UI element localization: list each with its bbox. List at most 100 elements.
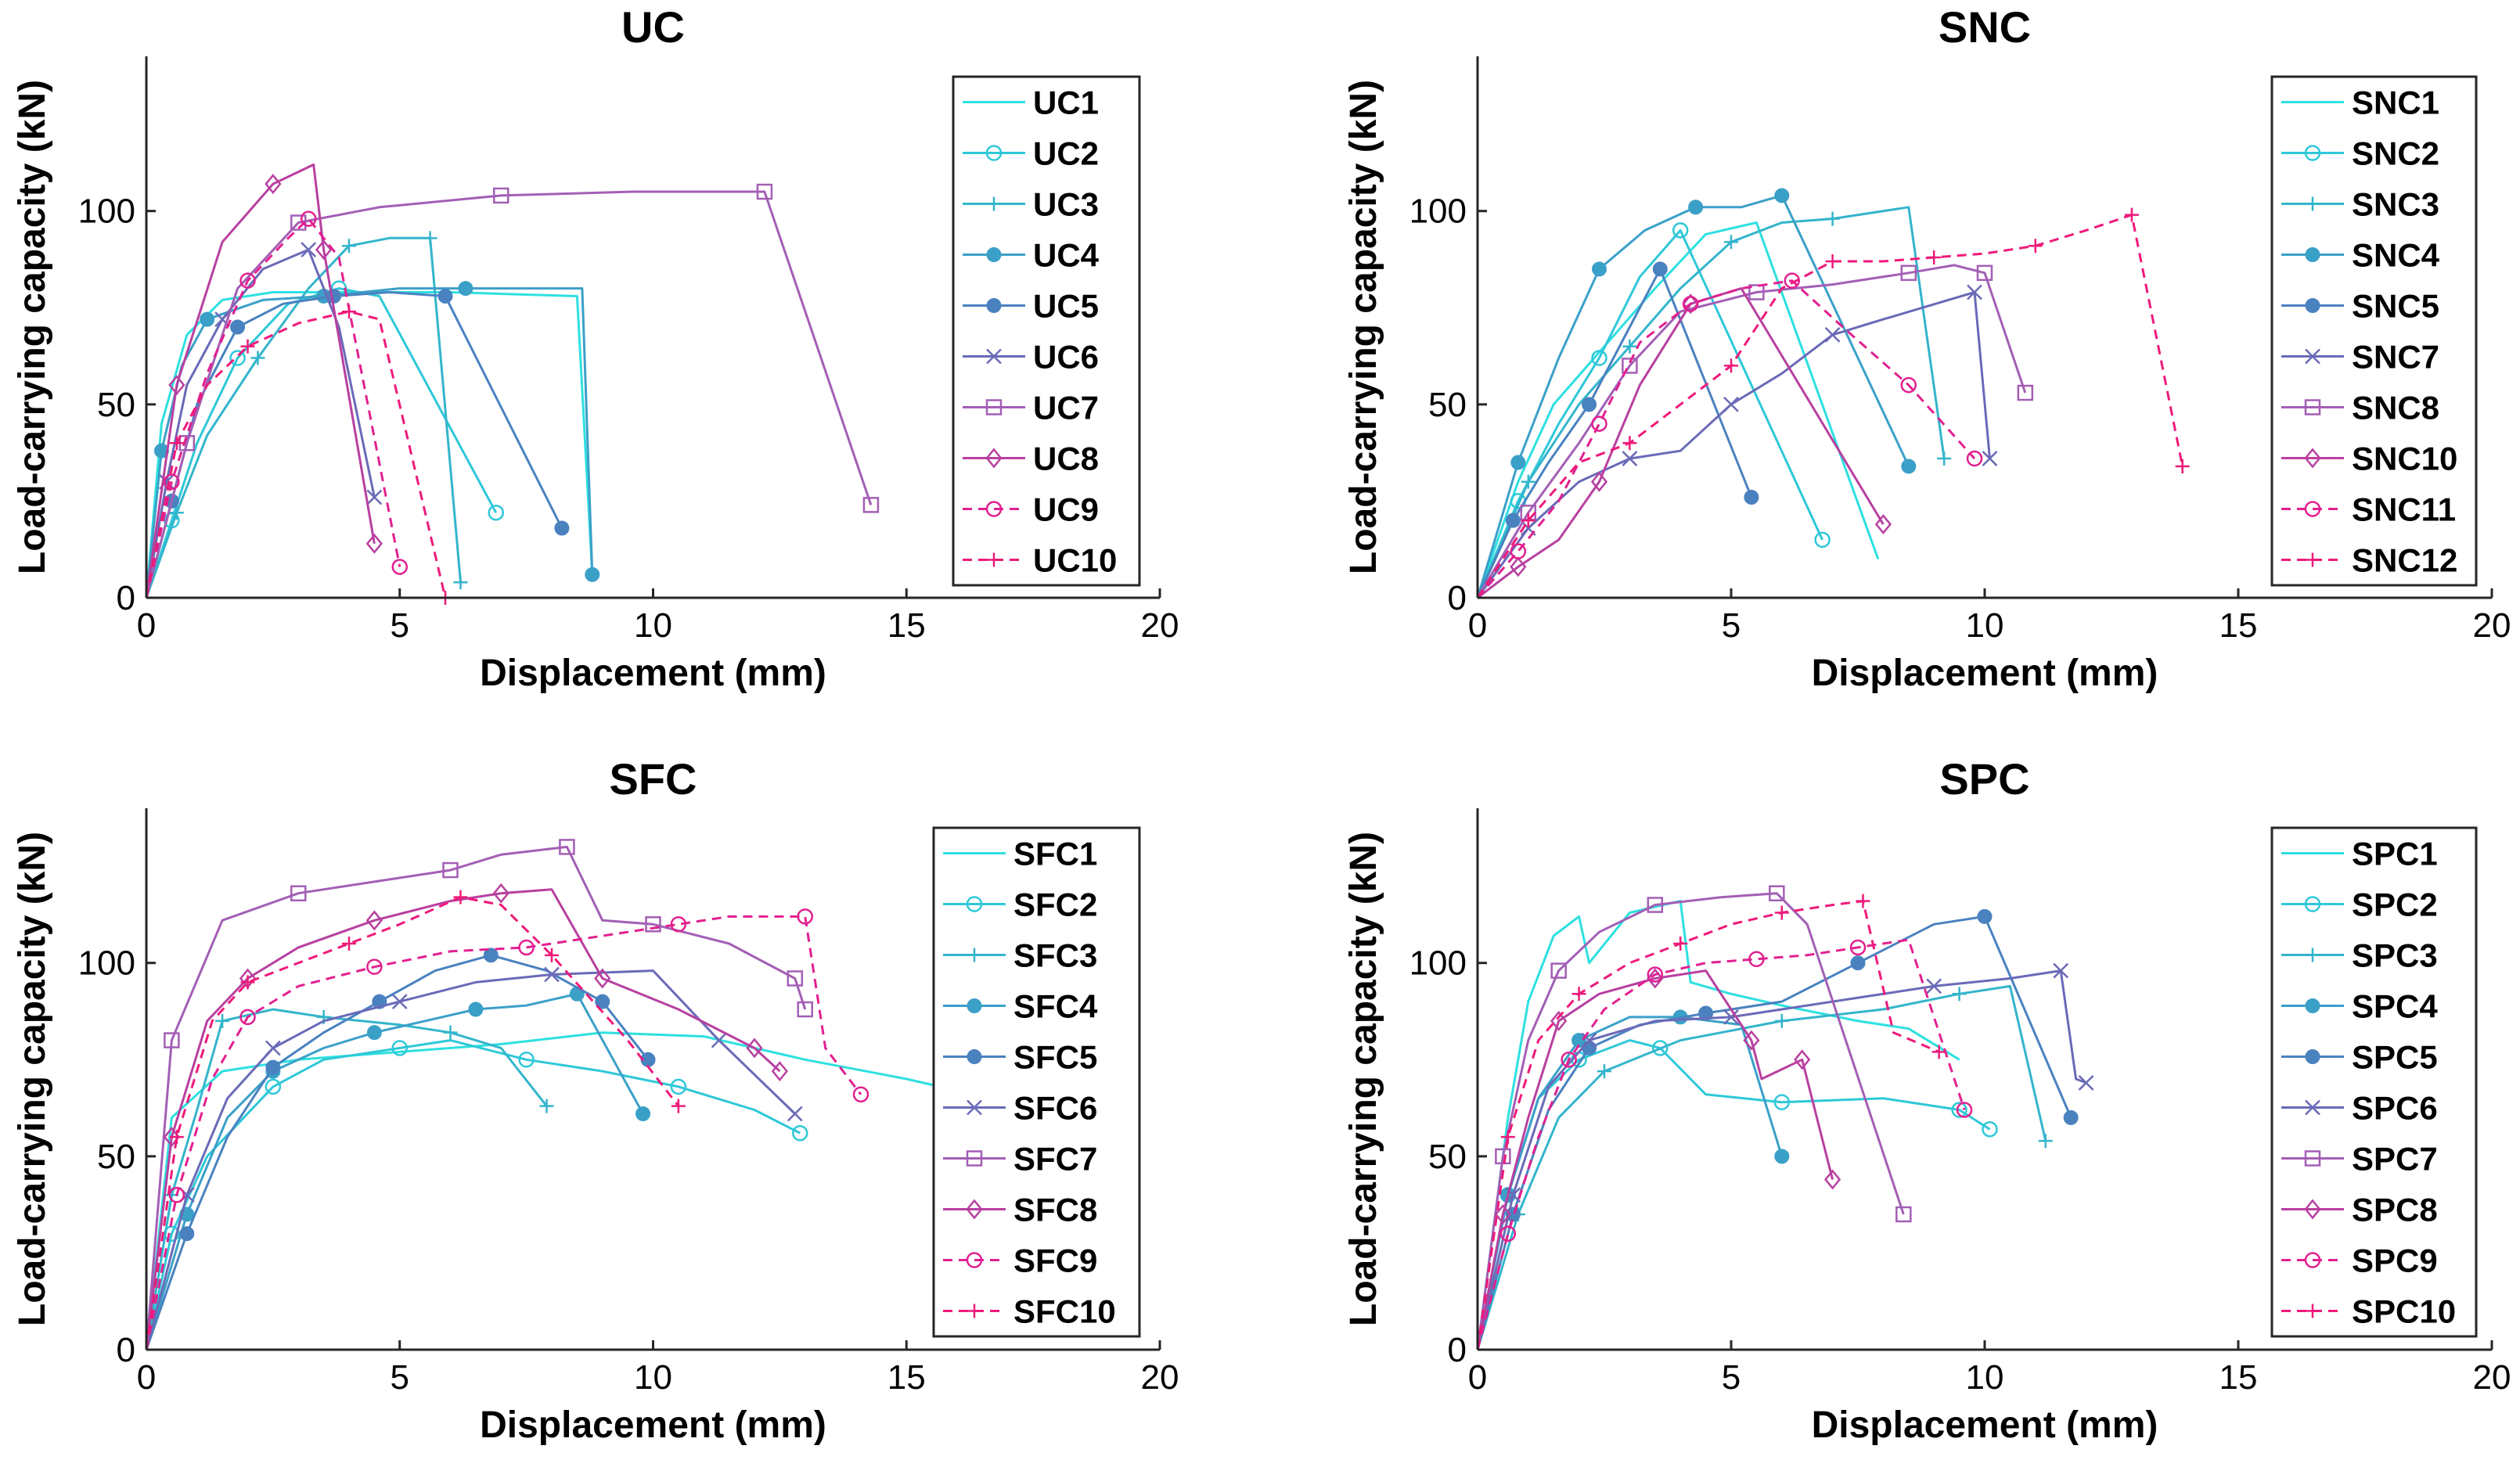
- y-axis-label: Load-carrying capacity (kN): [1343, 80, 1384, 574]
- legend-item: SPC2: [2281, 886, 2438, 923]
- series-marker: [554, 520, 570, 536]
- series-marker: [544, 966, 560, 983]
- legend: SNC1 SNC2 SNC3 SNC4 SNC5 SNC7 SNC8 SNC10 SNC11 SN…: [2270, 75, 2478, 587]
- series-sfc1: [145, 1031, 958, 1350]
- series-marker: [645, 916, 661, 933]
- series-marker: [1773, 1094, 1791, 1110]
- series-marker: [797, 908, 813, 925]
- series-marker: [1682, 293, 1699, 315]
- series-sfc8: [145, 883, 788, 1350]
- series-line: [145, 992, 644, 1350]
- chart-sfc: SFC 0 5 10 15 20 0 50 100 Displacement (mm) Load-c…: [12, 754, 1179, 1446]
- legend-label: SNC4: [2352, 237, 2440, 274]
- series-marker: [787, 970, 804, 987]
- series-marker: [1774, 1013, 1789, 1028]
- series-marker: [442, 861, 459, 879]
- series-marker: [559, 839, 575, 855]
- legend-label: UC4: [1033, 237, 1100, 274]
- legend-label: SPC4: [2352, 988, 2438, 1025]
- series-marker: [1951, 1102, 1967, 1118]
- series-marker: [585, 566, 600, 582]
- series-marker: [366, 489, 383, 505]
- series-marker: [1672, 222, 1689, 239]
- legend-label: SPC7: [2352, 1141, 2438, 1178]
- series-line: [145, 163, 376, 599]
- legend-label: UC7: [1033, 390, 1099, 426]
- series-line: [145, 291, 594, 599]
- series-marker: [493, 187, 509, 204]
- legend-item: UC8: [963, 441, 1099, 477]
- series-snc10: [1477, 287, 1892, 599]
- y-tick-label: 0: [117, 579, 135, 617]
- x-axis-label: Displacement (mm): [480, 653, 826, 694]
- series-uc9: [145, 210, 408, 599]
- series-marker: [153, 443, 169, 459]
- series-line: [1476, 221, 1880, 599]
- legend-label: SPC6: [2352, 1090, 2438, 1127]
- series-marker: [1688, 200, 1704, 215]
- legend-marker: [2304, 896, 2321, 912]
- legend-label: SFC9: [1013, 1242, 1097, 1279]
- series-line: [145, 915, 862, 1350]
- series-marker: [1622, 339, 1637, 354]
- series-marker: [1571, 1033, 1587, 1048]
- series-line: [1476, 969, 1834, 1350]
- legend-label: SPC10: [2352, 1293, 2456, 1330]
- legend: SFC1 SFC2 SFC3 SFC4 SFC5 SFC6 SFC7 SFC8 SFC9 SFC1…: [932, 826, 1141, 1338]
- legend-item: SPC8: [2281, 1192, 2438, 1228]
- series-marker: [179, 1226, 195, 1242]
- series-line: [145, 218, 401, 599]
- legend-box: [2270, 826, 2478, 1338]
- legend-marker: [966, 1199, 983, 1220]
- series-marker: [1900, 376, 1917, 394]
- series-marker: [1647, 968, 1664, 989]
- series-marker: [1622, 436, 1637, 451]
- series-marker: [670, 916, 687, 933]
- series-marker: [2078, 1075, 2094, 1091]
- series-marker: [1510, 556, 1527, 577]
- legend-item: SPC3: [2281, 937, 2438, 974]
- series-marker: [1652, 261, 1668, 277]
- legend-item: SNC3: [2281, 186, 2439, 223]
- legend-item: UC1: [963, 85, 1099, 121]
- legend-marker: [967, 948, 981, 962]
- legend-marker: [2306, 196, 2320, 211]
- legend-marker: [2305, 1099, 2320, 1116]
- series-snc12: [1476, 207, 2190, 599]
- series-line: [1476, 892, 1905, 1350]
- series-marker: [756, 183, 773, 200]
- series-marker: [1825, 254, 1840, 268]
- x-tick-label: 15: [2219, 606, 2258, 645]
- series-marker: [2063, 1109, 2079, 1125]
- series-marker: [1895, 1206, 1912, 1223]
- legend-label: SNC5: [2352, 288, 2439, 325]
- series-snc1: [1476, 221, 1880, 599]
- series-snc7: [1476, 284, 1998, 599]
- series-uc1: [145, 291, 594, 599]
- legend-label: SNC7: [2352, 339, 2439, 376]
- x-tick-label: 15: [2219, 1358, 2258, 1397]
- legend-label: SPC8: [2352, 1192, 2438, 1228]
- series-marker: [1931, 1045, 1946, 1059]
- series-marker: [1500, 1130, 1515, 1145]
- x-tick-label: 10: [1966, 606, 2004, 645]
- series-marker: [1590, 471, 1608, 492]
- legend-item: SFC5: [943, 1039, 1097, 1076]
- legend-marker: [985, 448, 1003, 469]
- y-axis-label: Load-carrying capacity (kN): [1343, 832, 1384, 1326]
- x-tick-label: 5: [391, 1358, 409, 1397]
- legend-marker: [985, 399, 1003, 415]
- series-line: [1476, 268, 1753, 599]
- legend-label: SPC3: [2352, 937, 2438, 974]
- legend-label: UC10: [1033, 542, 1117, 579]
- series-marker: [453, 575, 468, 590]
- series-marker: [169, 436, 184, 451]
- series-marker: [492, 883, 509, 904]
- series-line: [145, 845, 807, 1350]
- series-marker: [265, 1078, 282, 1095]
- series-marker: [239, 1009, 256, 1026]
- x-tick-label: 0: [137, 1358, 156, 1397]
- x-tick-label: 5: [391, 606, 409, 645]
- legend-item: SNC4: [2281, 237, 2440, 274]
